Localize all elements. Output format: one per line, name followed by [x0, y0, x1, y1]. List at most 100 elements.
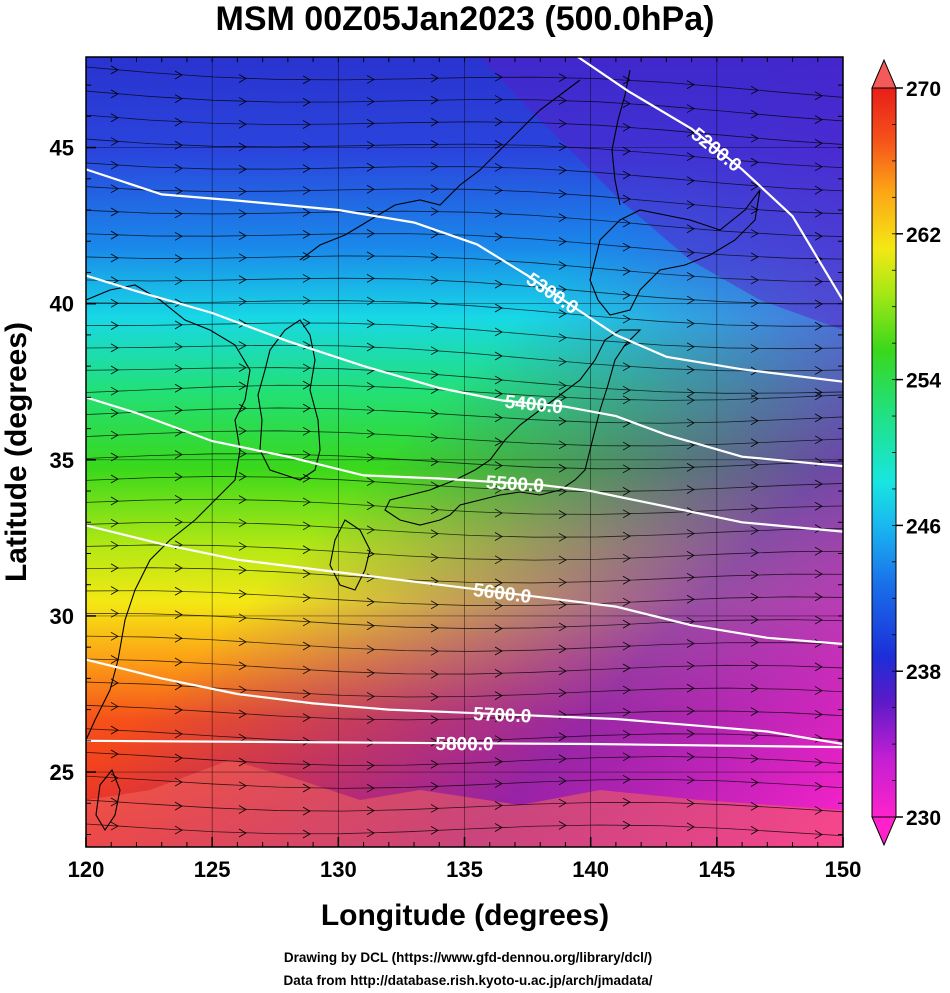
wind-arrow [302, 497, 311, 507]
wind-arrow [750, 778, 759, 787]
wind-arrow [302, 450, 311, 460]
wind-arrow [110, 821, 119, 831]
wind-arrow [622, 362, 631, 372]
wind-arrow [302, 363, 311, 373]
wind-arrow [302, 829, 311, 839]
wind-arrow [174, 276, 183, 286]
wind-arrow [238, 426, 247, 436]
wind-arrow [750, 548, 759, 557]
wind-arrow [814, 231, 823, 241]
wind-arrow [686, 104, 695, 113]
wind-arrow [622, 290, 631, 300]
wind-arrow [430, 505, 439, 515]
wind-arrow [302, 545, 311, 555]
wind-arrow [750, 615, 759, 625]
wind-arrow [110, 702, 119, 711]
wind-arrow [750, 754, 759, 764]
wind-arrow [430, 804, 439, 813]
wind-arrow [494, 485, 503, 494]
wind-arrow [238, 637, 247, 647]
wind-arrow [494, 532, 503, 541]
wind-arrow [494, 351, 503, 361]
contour-line [577, 57, 843, 302]
wind-arrow [750, 684, 759, 693]
wind-arrow [622, 553, 631, 563]
wind-arrow [302, 318, 311, 328]
wind-arrow [302, 252, 311, 261]
coastline-russia [299, 79, 581, 261]
wind-arrow [238, 781, 247, 791]
wind-arrow [366, 692, 375, 701]
x-tick-label: 135 [446, 857, 483, 882]
wind-arrow [366, 645, 375, 654]
wind-arrow [494, 624, 503, 633]
wind-arrow [238, 685, 247, 695]
wind-arrow [750, 181, 759, 191]
wind-arrow [686, 775, 695, 785]
wind-arrow [686, 388, 695, 398]
wind-arrow [174, 450, 183, 459]
wind-arrow [494, 801, 503, 810]
wind-arrow [238, 319, 247, 328]
wind-arrow [494, 140, 503, 149]
wind-arrow [238, 341, 247, 350]
wind-arrow [558, 416, 567, 426]
wind-arrow [238, 805, 247, 814]
wind-arrow [302, 142, 311, 151]
wind-arrow [750, 460, 759, 470]
wind-arrow [622, 99, 631, 108]
wind-arrow [622, 395, 631, 405]
wind-arrow [110, 343, 119, 353]
contour-line [86, 396, 843, 533]
contour-line [86, 739, 843, 749]
wind-arrow [174, 610, 183, 620]
wind-arrow [494, 117, 503, 127]
wind-arrow [366, 382, 375, 391]
wind-streamline [86, 544, 843, 561]
wind-arrow [558, 644, 567, 654]
wind-arrow [686, 272, 695, 281]
wind-arrow [110, 298, 119, 308]
wind-arrow [302, 426, 311, 436]
wind-streamline [86, 186, 843, 215]
wind-arrow [174, 209, 183, 219]
wind-arrow [238, 231, 247, 241]
wind-arrow [622, 820, 631, 830]
wind-arrow [750, 638, 759, 647]
y-tick-label: 45 [50, 136, 74, 161]
wind-arrow [686, 365, 695, 375]
wind-arrow [366, 597, 375, 607]
wind-arrow [686, 319, 695, 328]
wind-arrow [430, 409, 439, 418]
colorbar-tick-label: 254 [906, 370, 941, 393]
wind-streamline [86, 775, 843, 789]
wind-arrow [302, 230, 311, 239]
wind-arrow [110, 408, 119, 418]
wind-arrow [622, 641, 631, 651]
wind-arrow [302, 473, 311, 483]
wind-arrow [430, 184, 439, 194]
wind-arrow [110, 137, 119, 146]
wind-arrow [366, 501, 375, 511]
wind-arrow [302, 97, 311, 107]
wind-arrow [366, 251, 375, 261]
wind-arrow [558, 578, 567, 587]
wind-streamline [86, 277, 843, 305]
wind-arrow [814, 546, 823, 556]
wind-arrow [558, 165, 567, 175]
wind-arrow [174, 186, 183, 196]
wind-arrow [174, 472, 183, 482]
wind-arrow [366, 477, 375, 487]
wind-streamline [86, 322, 843, 350]
wind-arrow [558, 532, 567, 542]
wind-arrow [366, 828, 375, 838]
wind-arrow [174, 633, 183, 643]
wind-arrow [622, 441, 631, 451]
wind-arrow [558, 776, 567, 786]
wind-arrow [622, 619, 631, 629]
wind-arrow [366, 229, 375, 238]
wind-streamline [86, 681, 843, 698]
wind-arrow [110, 496, 119, 506]
wind-arrow [686, 463, 695, 472]
wind-arrow [558, 798, 567, 808]
